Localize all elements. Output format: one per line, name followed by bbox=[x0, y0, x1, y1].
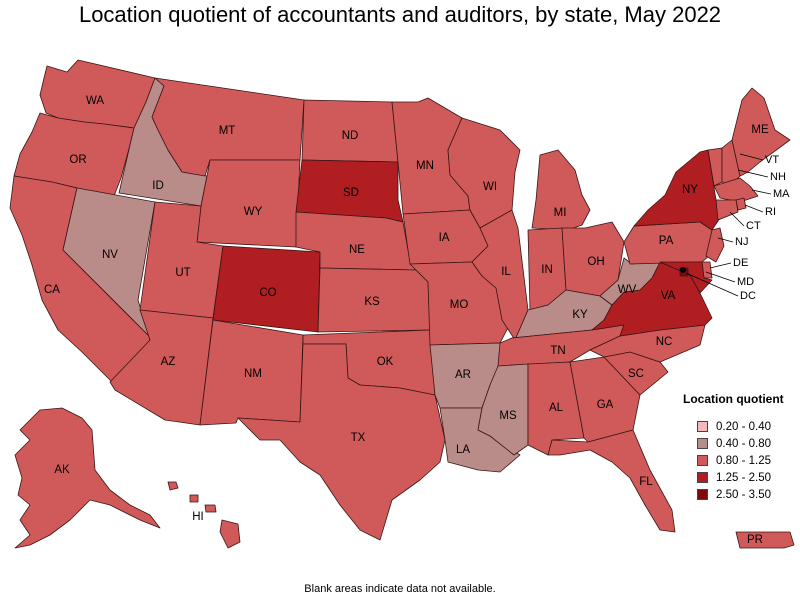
legend-swatch bbox=[697, 489, 708, 500]
state-label-ok: OK bbox=[377, 356, 394, 368]
state-pr[interactable] bbox=[735, 531, 795, 549]
state-label-or: OR bbox=[69, 154, 86, 166]
state-label-mo: MO bbox=[450, 299, 469, 311]
state-label-mn: MN bbox=[416, 160, 434, 172]
state-label-pa: PA bbox=[659, 235, 674, 247]
dc-marker bbox=[680, 267, 686, 273]
state-label-hi: HI bbox=[192, 511, 204, 523]
legend-swatch bbox=[697, 472, 708, 483]
state-label-wa: WA bbox=[86, 95, 104, 107]
legend-swatch bbox=[697, 421, 708, 432]
legend-item: 0.40 - 0.80 bbox=[683, 435, 798, 452]
legend-swatch bbox=[697, 438, 708, 449]
state-label-tn: TN bbox=[550, 345, 565, 357]
state-label-sc: SC bbox=[628, 368, 644, 380]
state-label-ut: UT bbox=[175, 267, 190, 279]
state-label-co: CO bbox=[259, 287, 276, 299]
state-label-de: DE bbox=[733, 257, 748, 269]
state-label-md: MD bbox=[737, 276, 754, 288]
state-fl[interactable] bbox=[547, 429, 676, 533]
state-ny[interactable] bbox=[633, 149, 721, 231]
legend-item: 1.25 - 2.50 bbox=[683, 469, 798, 486]
state-ct[interactable] bbox=[715, 199, 739, 221]
legend-swatch bbox=[697, 455, 708, 466]
state-label-oh: OH bbox=[587, 256, 604, 268]
legend-item: 0.20 - 0.40 bbox=[683, 418, 798, 435]
legend-title: Location quotient bbox=[683, 392, 784, 406]
state-label-fl: FL bbox=[639, 476, 653, 488]
state-label-ar: AR bbox=[455, 369, 471, 381]
map-title: Location quotient of accountants and aud… bbox=[78, 2, 722, 27]
state-label-az: AZ bbox=[161, 356, 176, 368]
state-label-ms: MS bbox=[499, 410, 517, 422]
callout-line-md bbox=[705, 271, 736, 283]
state-nj[interactable] bbox=[705, 227, 725, 263]
state-label-il: IL bbox=[501, 266, 511, 278]
legend-item: 0.80 - 1.25 bbox=[683, 452, 798, 469]
state-ak[interactable] bbox=[14, 407, 161, 549]
callout-line-nj bbox=[717, 237, 734, 243]
callout-line-nh bbox=[737, 169, 769, 178]
state-label-ga: GA bbox=[597, 399, 614, 411]
state-label-mt: MT bbox=[219, 125, 236, 137]
legend-label: 0.80 - 1.25 bbox=[716, 454, 771, 467]
legend-item: 2.50 - 3.50 bbox=[683, 486, 798, 503]
callout-line-ct bbox=[729, 211, 745, 227]
state-label-nh: NH bbox=[770, 171, 786, 183]
state-label-ma: MA bbox=[773, 188, 790, 200]
state-label-ky: KY bbox=[572, 309, 588, 321]
state-label-in: IN bbox=[541, 264, 553, 276]
state-label-ny: NY bbox=[682, 184, 698, 196]
state-or[interactable] bbox=[13, 112, 135, 197]
state-label-nc: NC bbox=[656, 336, 673, 348]
state-label-nv: NV bbox=[102, 249, 118, 261]
callout-line-dc bbox=[685, 272, 739, 297]
state-label-me: ME bbox=[751, 124, 769, 136]
state-ma[interactable] bbox=[713, 177, 759, 203]
state-label-tx: TX bbox=[351, 432, 366, 444]
callout-line-ma bbox=[751, 189, 772, 195]
state-mt[interactable] bbox=[151, 77, 305, 177]
footnote: Blank areas indicate data not available. bbox=[304, 583, 496, 595]
state-label-ct: CT bbox=[746, 220, 761, 232]
callout-line-ri bbox=[744, 204, 764, 213]
state-label-nj: NJ bbox=[735, 236, 748, 248]
state-tx[interactable] bbox=[237, 343, 446, 541]
legend: Location quotient 0.20 - 0.40 0.40 - 0.80… bbox=[683, 392, 798, 503]
state-label-nm: NM bbox=[244, 368, 262, 380]
legend-label: 0.40 - 0.80 bbox=[716, 437, 771, 450]
state-label-va: VA bbox=[661, 290, 676, 302]
legend-label: 1.25 - 2.50 bbox=[716, 471, 771, 484]
state-label-mi: MI bbox=[554, 207, 567, 219]
legend-label: 2.50 - 3.50 bbox=[716, 488, 771, 501]
callout-line-vt bbox=[739, 153, 764, 161]
state-label-ri: RI bbox=[765, 206, 776, 218]
state-label-la: LA bbox=[456, 444, 470, 456]
state-hi[interactable] bbox=[167, 481, 241, 549]
state-label-ne: NE bbox=[349, 244, 365, 256]
state-label-id: ID bbox=[152, 180, 164, 192]
state-me[interactable] bbox=[731, 87, 791, 177]
state-label-ak: AK bbox=[54, 464, 70, 476]
state-label-pr: PR bbox=[747, 534, 763, 546]
state-label-wi: WI bbox=[483, 181, 497, 193]
state-label-ks: KS bbox=[364, 296, 380, 308]
legend-label: 0.20 - 0.40 bbox=[716, 420, 771, 433]
state-label-sd: SD bbox=[343, 187, 359, 199]
state-label-al: AL bbox=[549, 402, 564, 414]
state-label-dc: DC bbox=[740, 290, 756, 302]
state-mi[interactable] bbox=[531, 149, 591, 231]
state-label-wy: WY bbox=[244, 206, 263, 218]
callout-line-de bbox=[709, 262, 732, 269]
state-label-wv: WV bbox=[618, 284, 637, 296]
state-label-vt: VT bbox=[765, 154, 779, 166]
state-il[interactable] bbox=[471, 209, 529, 341]
state-label-ca: CA bbox=[44, 284, 60, 296]
state-label-ia: IA bbox=[439, 232, 450, 244]
state-label-nd: ND bbox=[342, 130, 359, 142]
state-wy[interactable] bbox=[196, 159, 301, 248]
